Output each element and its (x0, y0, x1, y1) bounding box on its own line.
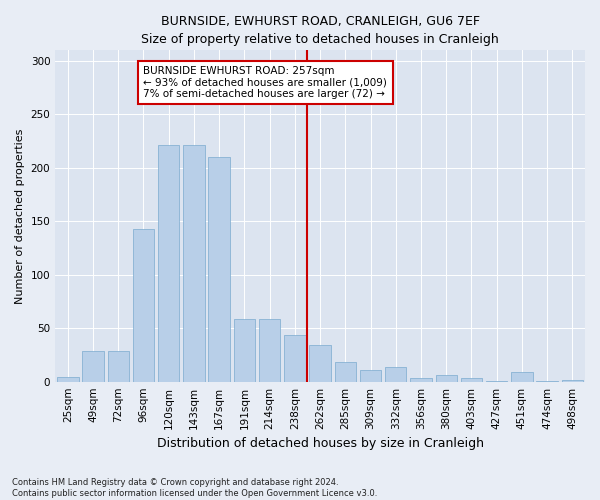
Bar (511, 372, 533, 382)
Bar (233, 318, 255, 382)
Bar (360, 370, 381, 382)
Bar (82, 350, 104, 382)
Bar (183, 145, 205, 382)
Bar (284, 334, 305, 382)
Bar (410, 378, 432, 382)
Bar (133, 228, 154, 382)
Bar (436, 376, 457, 382)
Bar (57, 378, 79, 382)
Bar (562, 380, 583, 382)
Bar (208, 157, 230, 382)
Bar (335, 362, 356, 382)
Y-axis label: Number of detached properties: Number of detached properties (15, 128, 25, 304)
Bar (486, 380, 508, 382)
Text: Contains HM Land Registry data © Crown copyright and database right 2024.
Contai: Contains HM Land Registry data © Crown c… (12, 478, 377, 498)
Title: BURNSIDE, EWHURST ROAD, CRANLEIGH, GU6 7EF
Size of property relative to detached: BURNSIDE, EWHURST ROAD, CRANLEIGH, GU6 7… (141, 15, 499, 46)
Bar (107, 350, 129, 382)
Bar (536, 380, 558, 382)
Bar (259, 318, 280, 382)
Bar (310, 346, 331, 382)
Text: BURNSIDE EWHURST ROAD: 257sqm
← 93% of detached houses are smaller (1,009)
7% of: BURNSIDE EWHURST ROAD: 257sqm ← 93% of d… (143, 66, 388, 99)
Bar (385, 366, 406, 382)
Bar (158, 145, 179, 382)
Bar (461, 378, 482, 382)
X-axis label: Distribution of detached houses by size in Cranleigh: Distribution of detached houses by size … (157, 437, 484, 450)
